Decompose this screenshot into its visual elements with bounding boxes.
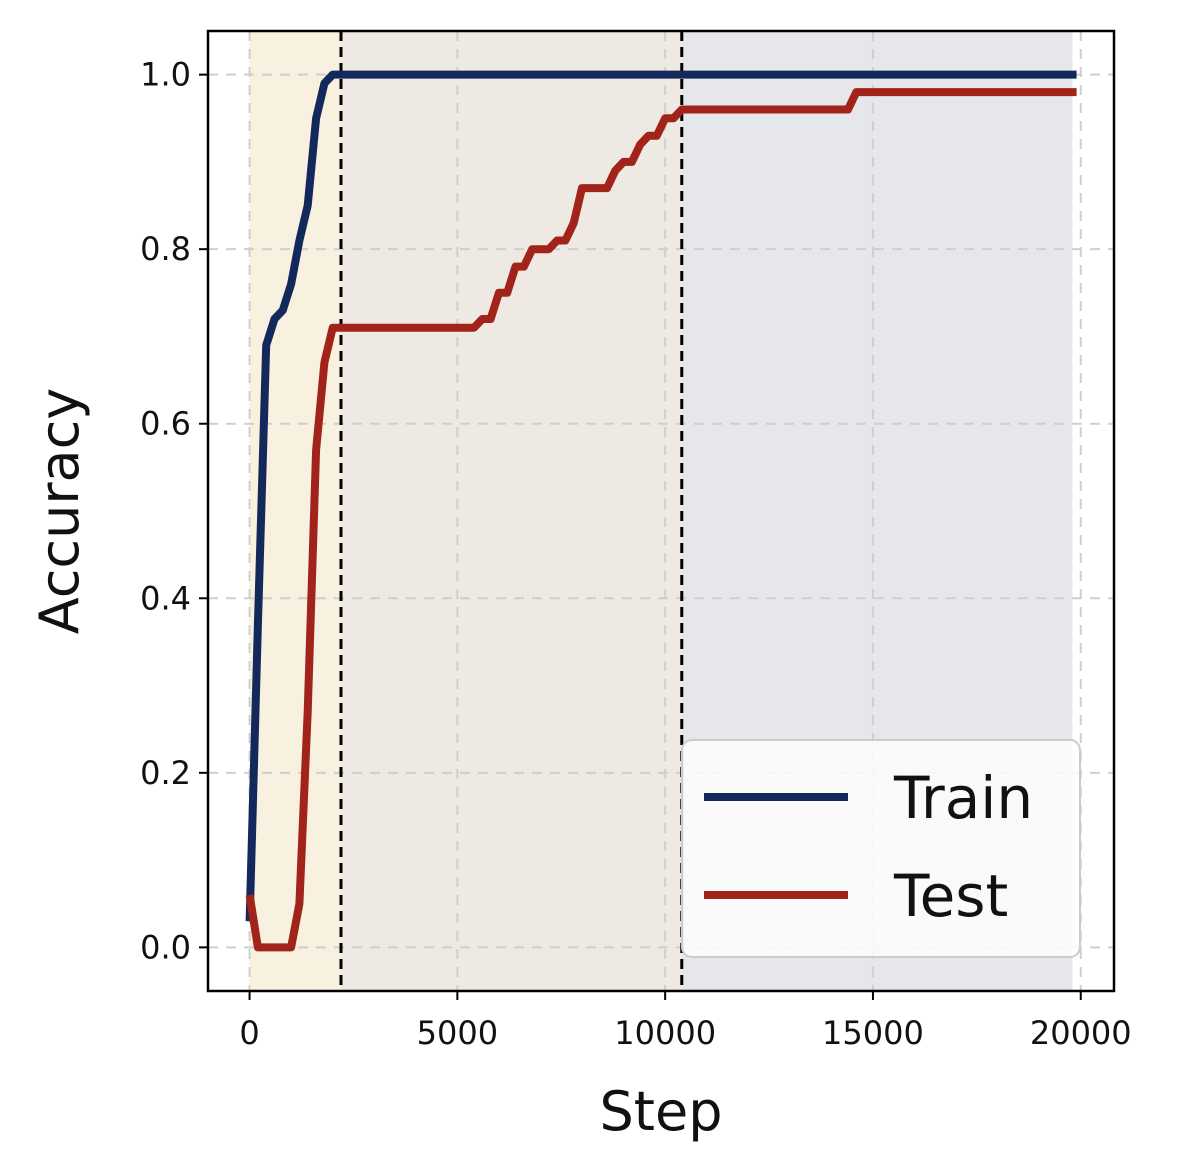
y-tick-label: 0.0: [140, 928, 191, 966]
plot-frame: [206, 29, 1116, 993]
phase-region-2: [340, 31, 682, 991]
legend-label-test: Test: [893, 862, 1008, 930]
x-axis-label: Step: [600, 1080, 723, 1143]
x-tick-label: 15000: [822, 1014, 924, 1052]
x-tick-label: 5000: [417, 1014, 498, 1052]
series-line-test: [245, 88, 1077, 952]
y-axis-ticks: 0.0 0.2 0.4 0.6 0.8 1.0: [140, 56, 208, 966]
legend-label-train: Train: [893, 764, 1033, 832]
series-line-train: [245, 70, 1077, 922]
x-tick-label: 0: [239, 1014, 259, 1052]
series-lines: [245, 70, 1077, 952]
y-tick-label: 0.2: [140, 754, 191, 792]
y-tick-label: 0.6: [140, 405, 191, 443]
y-tick-label: 1.0: [140, 56, 191, 94]
legend: Train Test: [681, 739, 1081, 958]
x-axis-ticks: 0 5000 10000 15000 20000: [239, 991, 1132, 1052]
x-tick-label: 10000: [614, 1014, 716, 1052]
y-axis-label: Accuracy: [28, 388, 91, 635]
y-tick-label: 0.8: [140, 230, 191, 268]
y-tick-label: 0.4: [140, 579, 191, 617]
x-tick-label: 20000: [1030, 1014, 1132, 1052]
